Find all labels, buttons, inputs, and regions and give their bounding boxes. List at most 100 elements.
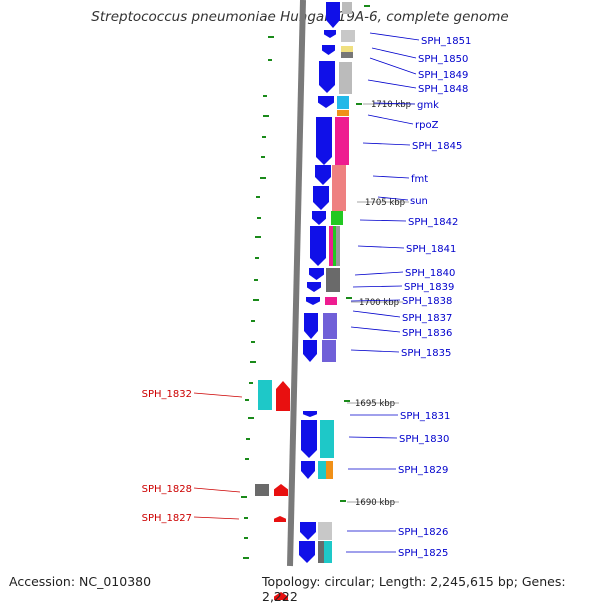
- gene-label: SPH_1845: [412, 141, 462, 152]
- cog-bar: [333, 226, 336, 266]
- label-leader: [367, 114, 414, 125]
- gene-label: SPH_1839: [404, 282, 454, 293]
- gene-label: SPH_1851: [421, 36, 471, 47]
- gene-label: SPH_1849: [418, 70, 468, 81]
- gene-label: SPH_1838: [402, 296, 452, 307]
- gene-label: SPH_1842: [408, 217, 458, 228]
- forward-gene-arrow: [318, 96, 334, 108]
- gene-label: SPH_1850: [418, 54, 468, 65]
- gene-label: SPH_1825: [398, 548, 448, 559]
- forward-genes: [299, 2, 340, 563]
- label-leader: [373, 102, 416, 105]
- cog-bar: [341, 46, 353, 52]
- genome-backbone: [287, 0, 306, 567]
- gene-label: rpoZ: [415, 120, 439, 131]
- forward-gene-arrow: [312, 211, 326, 225]
- label-leader: [357, 245, 405, 249]
- label-leader: [350, 326, 401, 333]
- cog-bar: [323, 313, 337, 339]
- label-leader: [369, 57, 417, 75]
- forward-gene-arrow: [301, 420, 317, 458]
- forward-gene-arrow: [324, 30, 336, 38]
- cog-bar: [326, 268, 340, 292]
- gene-label: gmk: [417, 100, 439, 111]
- label-leader: [352, 310, 401, 318]
- forward-gene-arrow: [310, 226, 326, 266]
- cog-bar: [322, 340, 336, 362]
- label-leader: [362, 142, 411, 146]
- gene-label: SPH_1831: [400, 411, 450, 422]
- reverse-gene-arrow: [276, 381, 290, 411]
- kbp-marker-label: 1710 kbp: [371, 100, 411, 110]
- cog-bar: [324, 541, 332, 563]
- cog-bar: [326, 461, 333, 479]
- cog-bar: [331, 211, 343, 225]
- gene-label: SPH_1828: [142, 484, 192, 495]
- forward-gene-arrow: [304, 313, 318, 339]
- label-leader: [369, 32, 420, 41]
- left-gene-labels: SPH_1832 SPH_1828 SPH_1827: [142, 389, 243, 524]
- forward-gene-arrow: [300, 522, 316, 540]
- cog-bar: [318, 461, 326, 479]
- gene-label: SPH_1826: [398, 527, 448, 538]
- cog-color-track: [255, 2, 355, 563]
- kbp-marker-label: 1700 kbp: [359, 298, 399, 308]
- cog-bar: [336, 226, 340, 266]
- gene-label: SPH_1848: [418, 84, 468, 95]
- reverse-genes: [274, 381, 290, 600]
- label-leader: [377, 196, 409, 201]
- cog-bar: [332, 165, 346, 211]
- label-leader: [371, 47, 417, 59]
- gene-label: sun: [410, 196, 428, 207]
- label-leader: [352, 285, 403, 288]
- forward-gene-arrow: [299, 541, 315, 563]
- cog-bar: [341, 52, 353, 58]
- cog-bar: [318, 541, 324, 563]
- label-leader: [367, 79, 417, 89]
- gc-skew-track: [241, 5, 370, 559]
- forward-gene-arrow: [309, 268, 324, 280]
- gene-label: SPH_1827: [142, 513, 192, 524]
- cog-bar: [342, 2, 352, 14]
- reverse-gene-arrow: [274, 592, 288, 600]
- label-leader: [350, 299, 401, 302]
- gene-label: SPH_1836: [402, 328, 452, 339]
- forward-gene-arrow: [301, 461, 315, 479]
- cog-bar: [258, 380, 272, 410]
- cog-bar: [335, 117, 349, 165]
- gene-label: fmt: [411, 174, 428, 185]
- gene-label: SPH_1835: [401, 348, 451, 359]
- label-leader: [193, 516, 240, 520]
- gene-label: SPH_1829: [398, 465, 448, 476]
- kbp-marker-label: 1705 kbp: [365, 198, 405, 208]
- gene-label: SPH_1841: [406, 244, 456, 255]
- cog-bar: [325, 297, 337, 305]
- kbp-markers: 1710 kbp 1705 kbp 1700 kbp 1695 kbp 1690 kbp: [347, 100, 415, 508]
- label-leader: [193, 392, 243, 398]
- label-leader: [354, 271, 404, 276]
- label-leader: [372, 175, 410, 179]
- forward-gene-arrow: [315, 165, 331, 185]
- cog-bar: [341, 30, 355, 42]
- forward-gene-arrow: [322, 45, 335, 55]
- label-leader: [193, 487, 241, 493]
- cog-bar: [320, 420, 334, 458]
- reverse-gene-arrow: [274, 484, 288, 496]
- gene-label: SPH_1830: [399, 434, 449, 445]
- forward-gene-arrow: [316, 117, 332, 165]
- forward-gene-arrow: [326, 2, 340, 28]
- cog-bar: [318, 522, 332, 540]
- gene-label: SPH_1832: [142, 389, 192, 400]
- forward-gene-arrow: [303, 340, 317, 362]
- label-leader: [348, 436, 398, 439]
- label-leader: [350, 349, 400, 353]
- forward-gene-arrow: [313, 186, 329, 210]
- cog-bar: [339, 62, 352, 94]
- kbp-marker-label: 1695 kbp: [355, 399, 395, 409]
- cog-bar: [337, 96, 349, 109]
- cog-bar: [255, 484, 269, 496]
- accession-text: Accession: NC_010380: [9, 574, 152, 589]
- cog-bar: [337, 110, 349, 116]
